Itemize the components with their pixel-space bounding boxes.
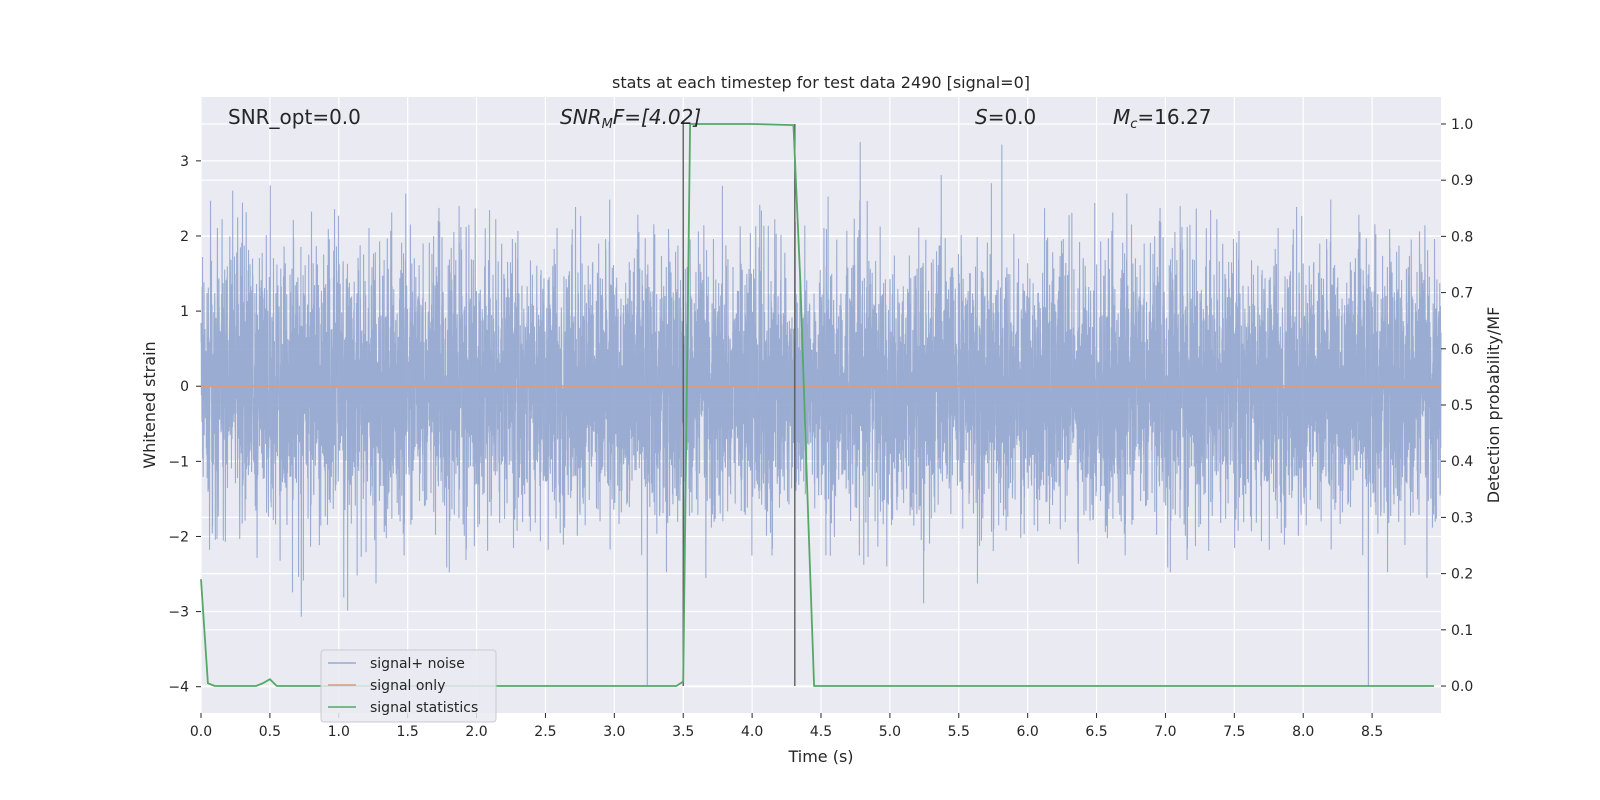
annotation-mc-sub: c	[1130, 117, 1137, 132]
x-tick-label: 7.0	[1154, 724, 1176, 740]
annotation-snr-mf-sub: M	[602, 117, 613, 132]
x-tick-label: 1.5	[397, 724, 419, 740]
series-layer	[200, 141, 1442, 687]
x-tick-label: 2.0	[465, 724, 487, 740]
y-right-tick-label: 0.4	[1451, 454, 1473, 470]
annotation-mc-main: M	[1113, 105, 1130, 129]
legend-box	[320, 649, 497, 723]
legend-label-signal-statistics: signal statistics	[370, 700, 478, 716]
y-left-tick-label: −1	[168, 454, 189, 470]
y-left-tick-label: 1	[180, 304, 189, 320]
y-axis-left-label: Whitened strain	[140, 341, 159, 468]
y-left-tick-label: 3	[180, 154, 189, 170]
x-tick-label: 3.0	[603, 724, 625, 740]
x-tick-label: 0.0	[190, 724, 212, 740]
chart-title: stats at each timestep for test data 249…	[612, 73, 1030, 92]
x-axis-label: Time (s)	[787, 747, 853, 766]
y-right-tick-label: 0.0	[1451, 679, 1473, 695]
x-tick-label: 6.0	[1017, 724, 1039, 740]
x-tick-label: 4.0	[741, 724, 763, 740]
annotation-mc: Mc=16.27	[1113, 105, 1211, 132]
y-left-tick-label: −2	[168, 529, 189, 545]
legend-label-signal-only: signal only	[370, 678, 445, 694]
annotation-s-main: S	[975, 105, 988, 129]
annotation-snr-opt: SNR_opt=0.0	[228, 105, 361, 129]
y-left-tick-label: 2	[180, 229, 189, 245]
y-axis-right-label: Detection probability/MF	[1484, 307, 1503, 504]
y-right-tick-label: 1.0	[1451, 117, 1473, 133]
x-tick-label: 5.5	[948, 724, 970, 740]
y-right-tick-label: 0.7	[1451, 286, 1473, 302]
series-signal-statistics-line	[200, 123, 1435, 687]
x-tick-label: 2.5	[534, 724, 556, 740]
axes-layer: 0.0 0.5 1.0 1.5 2.0 2.5 3.0 3.5 4.0 4.5 5.0 5.5 6.0 6…	[168, 117, 1473, 740]
x-tick-label: 1.0	[328, 724, 350, 740]
x-tick-label: 6.5	[1085, 724, 1107, 740]
x-tick-label: 5.0	[879, 724, 901, 740]
x-tick-label: 0.5	[259, 724, 281, 740]
y-left-tick-label: −4	[168, 680, 189, 696]
y-right-tick-label: 0.1	[1451, 623, 1473, 639]
x-tick-label: 3.5	[672, 724, 694, 740]
y-right-tick-label: 0.8	[1451, 229, 1473, 245]
y-right-tick-label: 0.2	[1451, 567, 1473, 583]
legend: signal+ noise signal only signal statist…	[320, 649, 497, 723]
y-right-tick-label: 0.3	[1451, 510, 1473, 526]
series-signal-noise-line	[200, 141, 1442, 687]
vertical-markers	[682, 123, 796, 687]
annotation-mc-rest: =16.27	[1137, 105, 1211, 129]
legend-label-signal-noise: signal+ noise	[370, 656, 465, 672]
annotation-s-rest: =0.0	[988, 105, 1037, 129]
y-right-tick-label: 0.6	[1451, 342, 1473, 358]
x-tick-label: 8.5	[1361, 724, 1383, 740]
y-right-tick-label: 0.9	[1451, 173, 1473, 189]
x-tick-label: 4.5	[810, 724, 832, 740]
y-left-tick-label: −3	[168, 605, 189, 621]
annotation-s: S=0.0	[975, 105, 1036, 129]
y-right-tick-label: 0.5	[1451, 398, 1473, 414]
annotation-snr-mf-rest: F=[4.02]	[613, 105, 701, 129]
annotation-snr-mf: SNRMF=[4.02]	[560, 105, 701, 132]
y-left-tick-label: 0	[180, 379, 189, 395]
signal-statistics-layer	[200, 123, 1435, 687]
x-tick-label: 7.5	[1223, 724, 1245, 740]
annotation-snr-mf-main: SNR	[560, 105, 602, 129]
x-tick-label: 8.0	[1292, 724, 1314, 740]
